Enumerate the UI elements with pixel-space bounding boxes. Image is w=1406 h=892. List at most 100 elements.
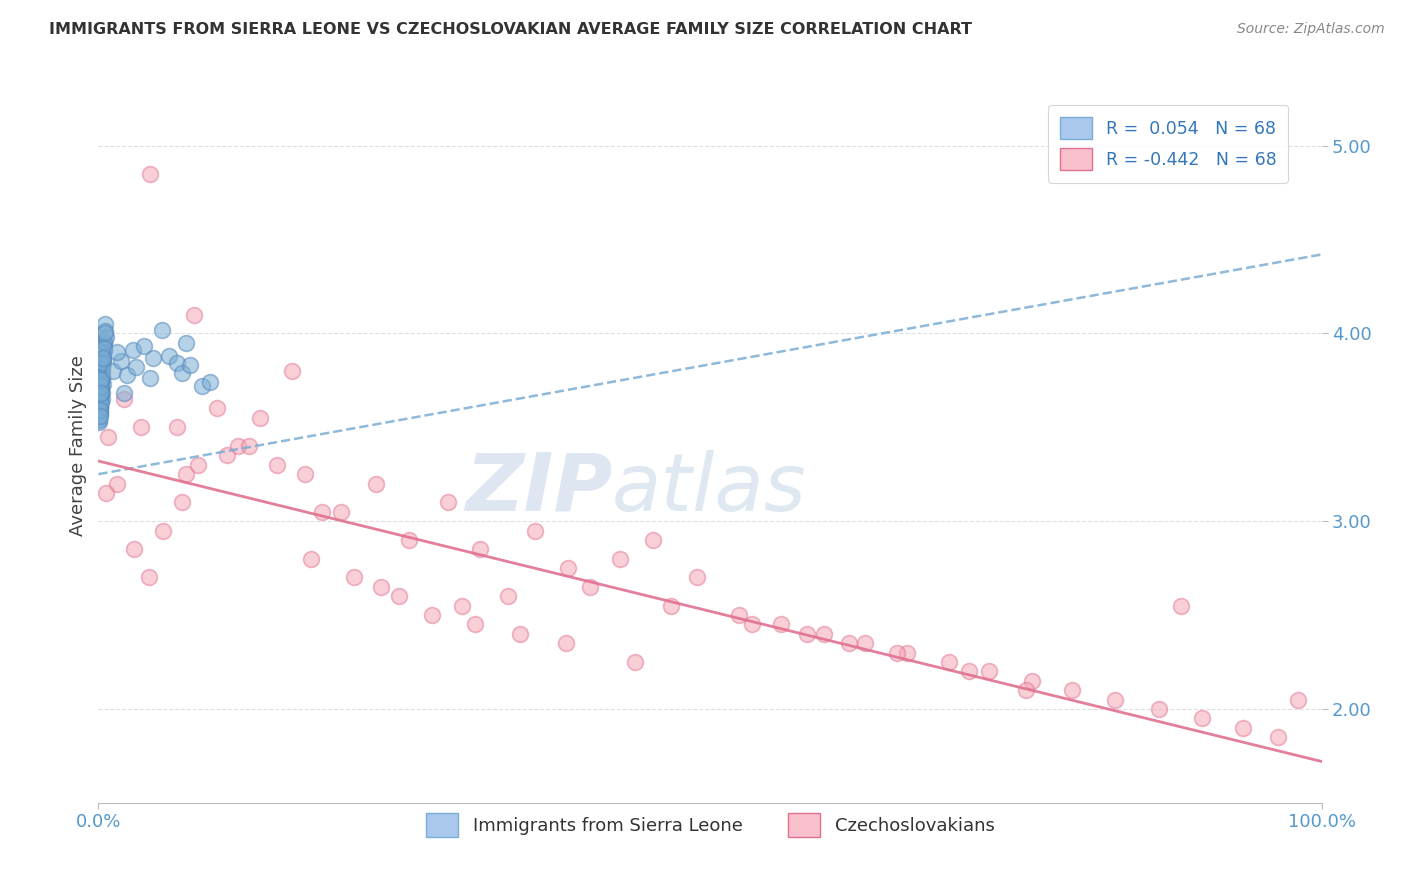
Point [89,384,111,399]
Point [1191,711,1213,725]
Point [89,379,111,393]
Text: Source: ZipAtlas.com: Source: ZipAtlas.com [1237,22,1385,37]
Point [150,322,173,336]
Point [94,330,117,344]
Point [139,371,162,385]
Point [249,410,271,425]
Point [93,326,115,341]
Point [176,335,198,350]
Point [186,458,208,472]
Point [97,429,120,443]
Point [89,360,111,375]
Point [957,665,980,679]
Point [105,345,128,359]
Point [388,589,411,603]
Point [89,407,111,421]
Point [90,368,112,382]
Point [450,599,472,613]
Point [125,360,148,375]
Point [183,308,205,322]
Point [728,607,751,622]
Point [769,617,792,632]
Point [166,356,188,370]
Point [91,362,114,376]
Point [311,505,333,519]
Point [896,646,918,660]
Point [938,655,960,669]
Point [166,420,188,434]
Point [90,392,112,406]
Point [1014,683,1036,698]
Point [176,467,198,482]
Point [90,369,112,384]
Point [1286,692,1309,706]
Point [94,325,117,339]
Point [89,393,111,408]
Point [437,495,460,509]
Point [90,366,112,380]
Point [91,352,114,367]
Point [524,524,547,538]
Point [93,342,115,356]
Point [886,646,908,660]
Point [977,665,1000,679]
Point [93,345,115,359]
Point [112,392,135,406]
Point [364,476,387,491]
Point [609,551,631,566]
Point [91,347,114,361]
Point [370,580,392,594]
Point [191,379,214,393]
Point [91,349,114,363]
Point [89,390,111,404]
Point [110,354,132,368]
Point [496,589,519,603]
Point [89,403,111,417]
Point [685,570,707,584]
Point [89,410,111,425]
Point [329,505,352,519]
Point [142,351,165,365]
Point [91,377,114,392]
Point [1232,721,1254,735]
Point [90,375,112,389]
Point [238,439,260,453]
Point [741,617,763,632]
Point [464,617,486,632]
Point [91,356,114,370]
Point [398,533,420,547]
Y-axis label: Average Family Size: Average Family Size [69,356,87,536]
Point [90,386,112,401]
Point [422,607,444,622]
Point [557,561,579,575]
Point [659,599,682,613]
Point [299,551,322,566]
Point [89,401,111,416]
Text: IMMIGRANTS FROM SIERRA LEONE VS CZECHOSLOVAKIAN AVERAGE FAMILY SIZE CORRELATION : IMMIGRANTS FROM SIERRA LEONE VS CZECHOSL… [49,22,972,37]
Point [112,386,135,401]
Point [89,413,111,427]
Point [226,439,249,453]
Point [94,317,117,331]
Point [91,386,114,401]
Point [266,458,288,472]
Point [1104,692,1126,706]
Point [105,476,128,491]
Point [91,371,114,385]
Point [93,335,115,350]
Point [838,636,860,650]
Point [170,495,193,509]
Point [115,368,138,382]
Point [91,358,114,372]
Point [90,373,112,387]
Point [215,449,238,463]
Point [89,398,111,412]
Point [343,570,366,584]
Point [91,351,114,365]
Point [90,396,112,410]
Point [90,381,112,395]
Point [1170,599,1192,613]
Point [90,379,112,393]
Point [157,349,180,363]
Point [179,358,201,372]
